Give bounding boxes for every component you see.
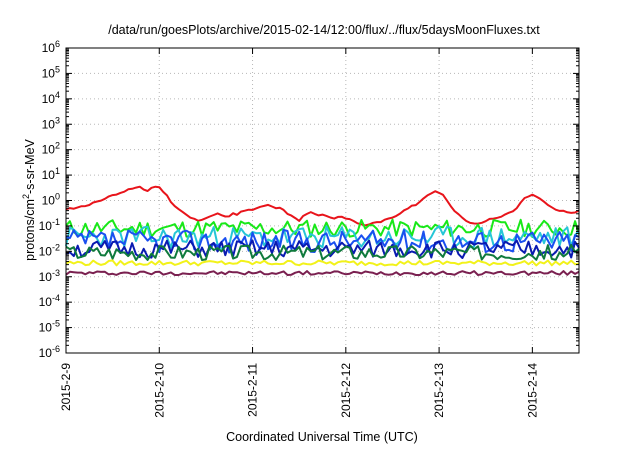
y-tick-label: 10-6 — [39, 344, 60, 360]
y-tick-label: 100 — [42, 192, 60, 208]
series-line-1 — [65, 185, 580, 227]
series-layer — [65, 185, 580, 276]
y-tick-label: 10-1 — [39, 217, 60, 233]
axis-ticks: 10-6 10-5 10-4 10-3 10-2 10-1 100 101 102 103 104 1… — [39, 39, 579, 418]
x-tick-label: 2015-2-10 — [152, 363, 166, 418]
y-tick-label: 102 — [42, 141, 60, 157]
y-tick-label: 10-4 — [39, 293, 60, 309]
y-tick-label: 105 — [42, 64, 60, 80]
y-tick-label: 103 — [42, 115, 60, 131]
y-tick-label: 101 — [42, 166, 60, 182]
series-line-3 — [65, 225, 580, 250]
y-tick-label: 104 — [42, 90, 60, 106]
x-tick-label: 2015-2-14 — [525, 363, 539, 418]
series-line-4 — [65, 228, 580, 254]
x-tick-label: 2015-2-13 — [432, 363, 446, 418]
x-tick-label: 2015-2-11 — [246, 363, 260, 417]
series-line-8 — [65, 270, 580, 276]
series-line-6 — [65, 243, 580, 261]
chart-title: /data/run/goesPlots/archive/2015-02-14/1… — [108, 23, 540, 37]
y-tick-label: 106 — [42, 39, 60, 55]
y-tick-label: 10-5 — [39, 319, 60, 335]
series-line-5 — [65, 239, 580, 259]
y-axis-label: protons/cm2-s-sr-MeV — [21, 138, 37, 260]
y-tick-label: 10-2 — [39, 242, 60, 258]
x-tick-label: 2015-2-12 — [339, 363, 353, 418]
y-tick-label: 10-3 — [39, 268, 60, 284]
grid-lines — [66, 48, 579, 353]
x-tick-label: 2015-2-9 — [59, 363, 73, 411]
series-line-7 — [65, 259, 580, 267]
x-axis-label: Coordinated Universal Time (UTC) — [226, 430, 418, 444]
